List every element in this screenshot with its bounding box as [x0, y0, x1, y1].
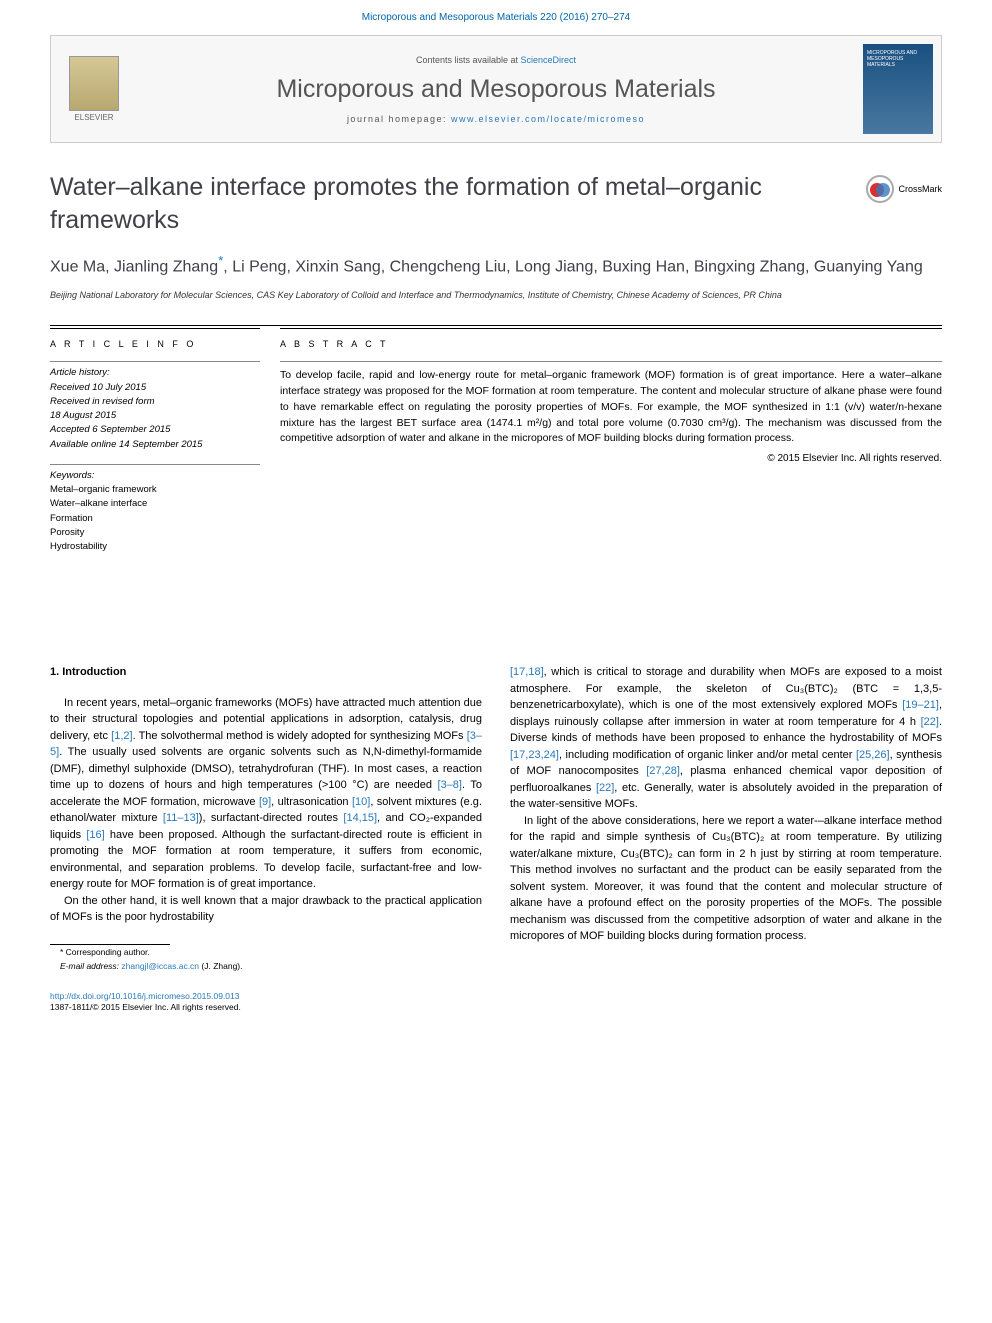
cover-title: MICROPOROUS AND MESOPOROUS MATERIALS [867, 50, 929, 68]
crossmark-badge[interactable]: CrossMark [866, 175, 942, 203]
t: , including modification of organic link… [559, 749, 856, 761]
history-revised-date: 18 August 2015 [50, 409, 260, 423]
ref-9[interactable]: [9] [259, 796, 271, 808]
authors-part1: Xue Ma, Jianling Zhang [50, 258, 218, 275]
keywords-block: Keywords: Metal–organic framework Water–… [50, 464, 260, 555]
keyword-4: Porosity [50, 526, 260, 540]
elsevier-label: ELSEVIER [74, 113, 113, 122]
footnote-separator [50, 944, 170, 945]
ref-1-2[interactable]: [1,2] [111, 730, 132, 742]
abstract-heading: A B S T R A C T [280, 328, 942, 349]
ref-19-21[interactable]: [19–21] [902, 699, 939, 711]
email-suffix: (J. Zhang). [199, 961, 242, 971]
copyright: © 2015 Elsevier Inc. All rights reserved… [280, 453, 942, 464]
abstract-text: To develop facile, rapid and low-energy … [280, 361, 942, 447]
history-block: Article history: Received 10 July 2015 R… [50, 361, 260, 452]
t: ), surfactant-directed routes [199, 812, 344, 824]
abstract-column: A B S T R A C T To develop facile, rapid… [280, 328, 942, 554]
journal-banner: ELSEVIER Contents lists available at Sci… [50, 35, 942, 143]
doi-link[interactable]: http://dx.doi.org/10.1016/j.micromeso.20… [50, 991, 482, 1003]
article-info-heading: A R T I C L E I N F O [50, 328, 260, 349]
ref-27-28[interactable]: [27,28] [646, 765, 680, 777]
authors-part2: , Li Peng, Xinxin Sang, Chengcheng Liu, … [223, 258, 922, 275]
contents-label: Contents lists available at [416, 55, 521, 65]
crossmark-icon [866, 175, 894, 203]
keywords-label: Keywords: [50, 469, 260, 483]
homepage-line: journal homepage: www.elsevier.com/locat… [147, 114, 845, 124]
article-info-column: A R T I C L E I N F O Article history: R… [50, 328, 280, 554]
email-label: E-mail address: [60, 961, 121, 971]
keyword-1: Metal–organic framework [50, 483, 260, 497]
contents-line: Contents lists available at ScienceDirec… [147, 55, 845, 65]
body-column-right: [17,18], which is critical to storage an… [510, 664, 942, 1014]
keyword-3: Formation [50, 512, 260, 526]
keyword-5: Hydrostability [50, 540, 260, 554]
t: have been proposed. Although the surfact… [50, 829, 482, 891]
ref-17-18[interactable]: [17,18] [510, 666, 544, 678]
col2-p1: [17,18], which is critical to storage an… [510, 664, 942, 813]
history-revised: Received in revised form [50, 395, 260, 409]
article-title: Water–alkane interface promotes the form… [50, 171, 846, 236]
crossmark-label: CrossMark [898, 184, 942, 194]
email-link[interactable]: zhangjl@iccas.ac.cn [121, 961, 199, 971]
t: . The solvothermal method is widely adop… [133, 730, 467, 742]
journal-cover-thumb: MICROPOROUS AND MESOPOROUS MATERIALS [863, 44, 933, 134]
ref-25-26[interactable]: [25,26] [856, 749, 890, 761]
t: , ultrasonication [271, 796, 352, 808]
ref-22b[interactable]: [22] [596, 782, 614, 794]
doi-block: http://dx.doi.org/10.1016/j.micromeso.20… [50, 991, 482, 1015]
sciencedirect-link[interactable]: ScienceDirect [521, 55, 577, 65]
email-line: E-mail address: zhangjl@iccas.ac.cn (J. … [50, 961, 482, 973]
ref-22a[interactable]: [22] [921, 716, 939, 728]
history-received: Received 10 July 2015 [50, 381, 260, 395]
ref-16[interactable]: [16] [86, 829, 104, 841]
journal-title: Microporous and Mesoporous Materials [147, 75, 845, 104]
issn-line: 1387-1811/© 2015 Elsevier Inc. All right… [50, 1002, 482, 1014]
homepage-link[interactable]: www.elsevier.com/locate/micromeso [451, 114, 645, 124]
history-accepted: Accepted 6 September 2015 [50, 423, 260, 437]
t: . The usually used solvents are organic … [50, 746, 482, 791]
ref-17-23-24[interactable]: [17,23,24] [510, 749, 559, 761]
body-column-left: 1. Introduction In recent years, metal–o… [50, 664, 482, 1014]
t: , which is critical to storage and durab… [510, 666, 942, 711]
ref-11-13[interactable]: [11–13] [163, 812, 199, 824]
authors: Xue Ma, Jianling Zhang*, Li Peng, Xinxin… [50, 252, 942, 279]
corresponding-note: * Corresponding author. [50, 947, 482, 959]
intro-p1: In recent years, metal–organic framework… [50, 695, 482, 893]
ref-14-15[interactable]: [14,15] [343, 812, 377, 824]
header-citation: Microporous and Mesoporous Materials 220… [0, 0, 992, 31]
ref-3-8[interactable]: [3–8] [438, 779, 462, 791]
elsevier-tree-icon [69, 56, 119, 111]
ref-10[interactable]: [10] [352, 796, 370, 808]
history-online: Available online 14 September 2015 [50, 438, 260, 452]
history-label: Article history: [50, 366, 260, 380]
homepage-label: journal homepage: [347, 114, 451, 124]
col2-p2: In light of the above considerations, he… [510, 813, 942, 945]
keyword-2: Water–alkane interface [50, 497, 260, 511]
intro-p2: On the other hand, it is well known that… [50, 893, 482, 926]
intro-heading: 1. Introduction [50, 664, 482, 681]
affiliation: Beijing National Laboratory for Molecula… [50, 289, 942, 302]
banner-center: Contents lists available at ScienceDirec… [137, 45, 855, 134]
elsevier-logo: ELSEVIER [59, 49, 129, 129]
